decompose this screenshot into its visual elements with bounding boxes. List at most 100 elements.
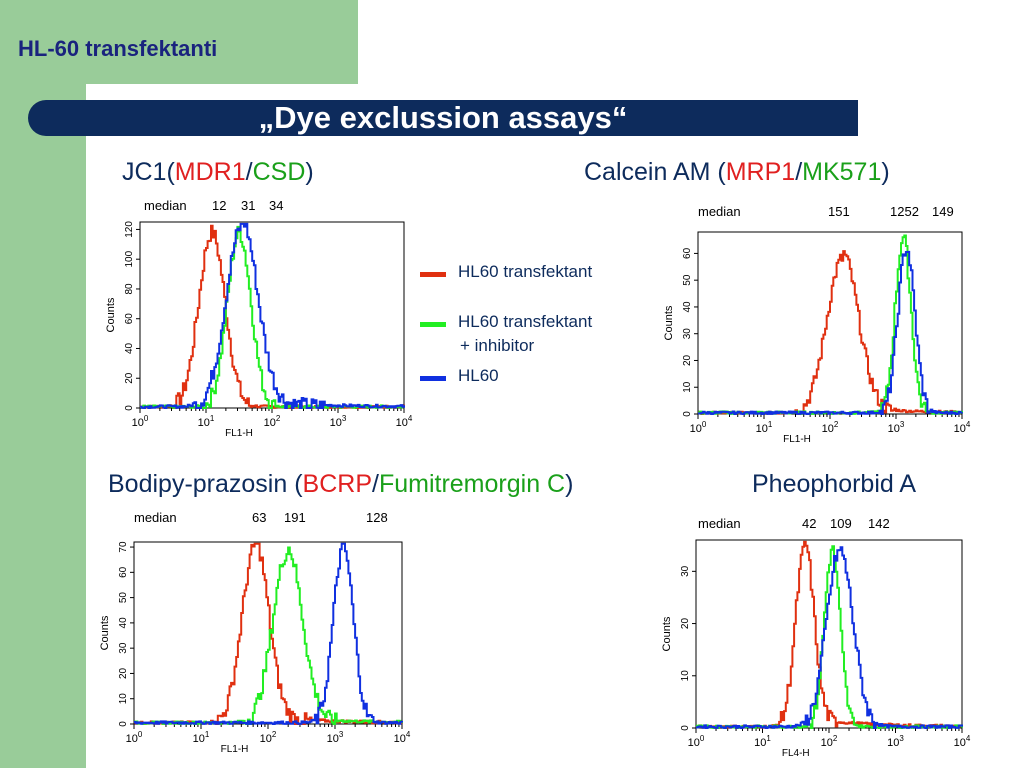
x-tick-label: 101 <box>193 730 210 745</box>
x-tick-label: 103 <box>327 730 344 745</box>
x-tick-exponent: 2 <box>276 414 281 423</box>
x-tick-label: 102 <box>264 414 281 429</box>
x-tick-exponent: 3 <box>342 414 347 423</box>
median-value: 191 <box>284 510 306 525</box>
x-tick-exponent: 2 <box>833 734 838 743</box>
y-axis-label: Counts <box>661 616 673 651</box>
x-tick-label: 102 <box>822 420 839 435</box>
caption-jc1-inhibitor: CSD <box>252 158 306 186</box>
y-tick-label: 40 <box>118 617 129 629</box>
median-value: 12 <box>212 198 226 213</box>
median-value: 149 <box>932 204 954 219</box>
x-tick-label: 104 <box>954 420 971 435</box>
median-label: median <box>134 510 177 525</box>
caption-jc1-transporter: MDR1 <box>174 158 246 186</box>
median-label: median <box>698 204 741 219</box>
x-tick-label: 103 <box>888 420 905 435</box>
x-tick-exponent: 3 <box>899 734 904 743</box>
y-axis-label: Counts <box>99 615 111 650</box>
legend-label: HL60 transfektant <box>458 312 593 331</box>
caption-jc1-suffix: ) <box>305 158 314 186</box>
x-tick-label: 104 <box>396 414 413 429</box>
caption-bodipy-transporter: BCRP <box>302 470 372 498</box>
caption-bodipy-suffix: ) <box>565 470 574 498</box>
median-value: 42 <box>802 516 816 531</box>
y-tick-label: 30 <box>682 328 693 340</box>
legend-swatch-blue <box>420 376 446 381</box>
caption-jc1-sep: / <box>245 158 253 186</box>
median-value: 128 <box>366 510 388 525</box>
histogram-series-2 <box>140 222 405 409</box>
banner: „Dye exclussion assays“ <box>28 100 858 136</box>
x-tick-exponent: 1 <box>766 734 771 743</box>
y-tick-label: 30 <box>680 565 691 577</box>
y-tick-label: 100 <box>124 250 135 267</box>
x-tick-exponent: 1 <box>210 414 215 423</box>
x-tick-exponent: 0 <box>700 734 705 743</box>
x-tick-label: 100 <box>688 734 705 749</box>
x-tick-exponent: 4 <box>966 420 971 429</box>
y-axis-label: Counts <box>105 297 117 332</box>
y-tick-label: 70 <box>118 541 129 553</box>
y-tick-label: 40 <box>682 301 693 313</box>
x-tick-label: 102 <box>821 734 838 749</box>
x-tick-label: 101 <box>198 414 215 429</box>
banner-title: „Dye exclussion assays“ <box>258 100 628 135</box>
caption-calcein-inhibitor: MK571 <box>802 158 882 186</box>
x-tick-exponent: 0 <box>138 730 143 739</box>
caption-calcein-suffix: ) <box>881 158 890 186</box>
median-value: 109 <box>830 516 852 531</box>
x-tick-exponent: 4 <box>408 414 413 423</box>
legend-swatch-green <box>420 322 446 327</box>
legend-sublabel: + inhibitor <box>460 336 535 355</box>
y-tick-label: 10 <box>680 670 691 682</box>
x-tick-label: 103 <box>887 734 904 749</box>
median-value: 34 <box>269 198 283 213</box>
caption-pheophorbid: Pheophorbid A <box>752 470 917 498</box>
y-tick-label: 10 <box>118 693 129 705</box>
caption-bodipy-prefix: Bodipy-prazosin ( <box>108 470 303 498</box>
x-tick-exponent: 3 <box>900 420 905 429</box>
y-tick-label: 60 <box>124 313 135 325</box>
x-tick-exponent: 1 <box>205 730 210 739</box>
x-tick-label: 102 <box>260 730 277 745</box>
median-value: 63 <box>252 510 266 525</box>
y-tick-label: 120 <box>124 221 135 238</box>
x-tick-exponent: 2 <box>834 420 839 429</box>
x-tick-exponent: 4 <box>406 730 411 739</box>
x-tick-label: 103 <box>330 414 347 429</box>
y-tick-label: 20 <box>124 372 135 384</box>
x-tick-exponent: 2 <box>272 730 277 739</box>
median-value: 151 <box>828 204 850 219</box>
legend-label: HL60 <box>458 366 499 385</box>
histogram-series-1 <box>140 225 405 409</box>
median-value: 31 <box>241 198 255 213</box>
y-tick-label: 50 <box>682 274 693 286</box>
x-tick-exponent: 3 <box>339 730 344 739</box>
caption-bodipy-sep: / <box>372 470 379 498</box>
x-tick-label: 101 <box>756 420 773 435</box>
median-value: 1252 <box>890 204 919 219</box>
median-value: 142 <box>868 516 890 531</box>
y-axis-label: Counts <box>663 305 675 340</box>
y-tick-label: 80 <box>124 283 135 295</box>
histogram-series-2 <box>698 250 963 415</box>
x-tick-label: 104 <box>954 734 971 749</box>
y-tick-label: 60 <box>118 566 129 578</box>
x-tick-label: 104 <box>394 730 411 745</box>
x-tick-exponent: 0 <box>702 420 707 429</box>
histogram-series-1 <box>696 545 963 729</box>
caption-bodipy: Bodipy-prazosin (BCRP/Fumitremorgin C) <box>108 470 573 499</box>
y-tick-label: 0 <box>124 405 135 411</box>
x-tick-exponent: 1 <box>768 420 773 429</box>
y-tick-label: 20 <box>680 618 691 630</box>
x-tick-label: 101 <box>754 734 771 749</box>
caption-calcein-sep: / <box>795 158 803 186</box>
y-tick-label: 10 <box>682 381 693 393</box>
x-axis-label: FL4-H <box>782 748 810 759</box>
x-tick-label: 100 <box>132 414 149 429</box>
